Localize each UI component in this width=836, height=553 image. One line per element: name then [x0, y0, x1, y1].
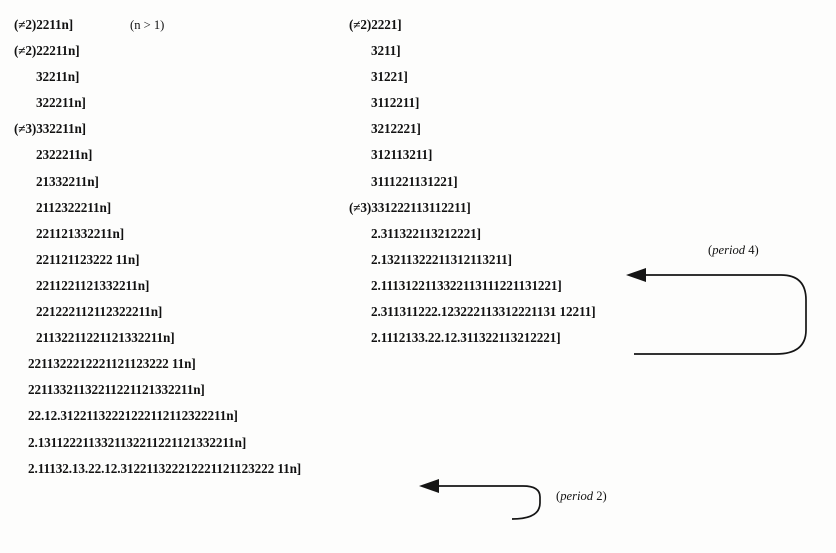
sequence-text: 31221]: [371, 69, 408, 85]
sequence-line: 2.11132.13.22.12.31221132221222112112322…: [14, 456, 344, 482]
sequence-line: 312113211]: [349, 142, 679, 168]
sequence-line: 221222112112322211n]: [14, 299, 344, 325]
sequence-text: 32211n]: [36, 69, 80, 85]
sequence-text: 21132211221121332211n]: [36, 330, 175, 346]
sequence-line: 221121123222 11n]: [14, 247, 344, 273]
sequence-line: (≠3)331222113112211]: [349, 195, 679, 221]
sequence-text: 221121123222 11n]: [36, 251, 140, 267]
sequence-text: (≠2)2211n]: [14, 17, 73, 32]
sequence-text: 221121332211n]: [36, 225, 124, 241]
sequence-line: 32211n]: [14, 64, 344, 90]
period-word: period: [560, 489, 594, 503]
sequence-text: 2211221121332211n]: [36, 277, 150, 293]
sequence-line: 31221]: [349, 64, 679, 90]
sequence-line: 2.13211322211312113211]: [349, 247, 679, 273]
sequence-line: 2112322211n]: [14, 195, 344, 221]
sequence-line: 3211]: [349, 38, 679, 64]
sequence-text: 221222112112322211n]: [36, 304, 163, 320]
sequence-line: (≠2)2211n]: [14, 12, 344, 38]
sequence-text: 2322211n]: [36, 147, 93, 163]
sequence-line: 2.311322113212221]: [349, 221, 679, 247]
sequence-line: 322211n]: [14, 90, 344, 116]
sequence-text: 2.1311222113321132211221121332211n]: [28, 434, 247, 450]
sequence-text: 22113321132211221121332211n]: [28, 382, 205, 398]
sequence-line: 2.1113122113322113111221131221]: [349, 273, 679, 299]
sequence-text: 22.12.31221132221222112112322211n]: [28, 408, 238, 424]
sequence-text: 312113211]: [371, 147, 433, 163]
sequence-text: (≠3)332211n]: [14, 121, 86, 137]
condition-note: (n > 1): [130, 18, 165, 32]
sequence-text: (≠2)2221]: [349, 17, 402, 32]
period-2-arrow: [419, 479, 541, 520]
period-number: 2: [596, 489, 603, 503]
sequence-line: 21132211221121332211n]: [14, 325, 344, 351]
sequence-text: 322211n]: [36, 95, 86, 111]
sequence-text: 3211]: [371, 43, 401, 59]
period-4-label: (period 4): [708, 243, 759, 257]
sequence-line: 221121332211n]: [14, 221, 344, 247]
sequence-line: 2211322212221121123222 11n]: [14, 351, 344, 377]
sequence-text: 2.1113122113322113111221131221]: [371, 277, 562, 293]
sequence-text: 3111221131221]: [371, 173, 458, 189]
sequence-line: 2322211n]: [14, 142, 344, 168]
sequence-text: 2.311311222.123222113312221131 12211]: [371, 304, 596, 320]
sequence-line: 3112211]: [349, 90, 679, 116]
period-number: 4: [748, 243, 755, 257]
sequence-line: 3212221]: [349, 116, 679, 142]
sequence-text: 2211322212221121123222 11n]: [28, 356, 196, 372]
sequence-line: 3111221131221]: [349, 169, 679, 195]
sequence-line: (≠2)22211n]: [14, 38, 344, 64]
sequence-text: 21332211n]: [36, 173, 99, 189]
sequence-text: 2112322211n]: [36, 199, 112, 215]
sequence-line: 2.1311222113321132211221121332211n]: [14, 430, 344, 456]
sequence-line: (≠3)332211n]: [14, 116, 344, 142]
sequence-line: 21332211n]: [14, 169, 344, 195]
sequence-line: 22113321132211221121332211n]: [14, 377, 344, 403]
sequence-text: 3212221]: [371, 121, 421, 137]
sequence-text: 2.1112133.22.12.311322113212221]: [371, 330, 561, 346]
sequence-text: 2.311322113212221]: [371, 225, 481, 241]
sequence-text: 3112211]: [371, 95, 420, 111]
sequence-line: (≠2)2221]: [349, 12, 679, 38]
sequence-line: 2.1112133.22.12.311322113212221]: [349, 325, 679, 351]
sequence-text: (≠3)331222113112211]: [349, 199, 471, 215]
sequence-text: 2.13211322211312113211]: [371, 251, 512, 267]
period-word: period: [712, 243, 746, 257]
sequence-line: 2.311311222.123222113312221131 12211]: [349, 299, 679, 325]
period-2-label: (period 2): [556, 489, 607, 503]
sequence-line: 2211221121332211n]: [14, 273, 344, 299]
left-sequence-column: (≠2)2211n] (≠2)22211n] 32211n] 322211n] …: [14, 12, 344, 482]
arrow-head-icon: [419, 479, 439, 493]
sequence-line: 22.12.31221132221222112112322211n]: [14, 403, 344, 429]
right-sequence-column: (≠2)2221] 3211] 31221] 3112211] 3212221]…: [349, 12, 679, 351]
sequence-text: 2.11132.13.22.12.31221132221222112112322…: [28, 460, 302, 476]
sequence-text: (≠2)22211n]: [14, 43, 80, 59]
